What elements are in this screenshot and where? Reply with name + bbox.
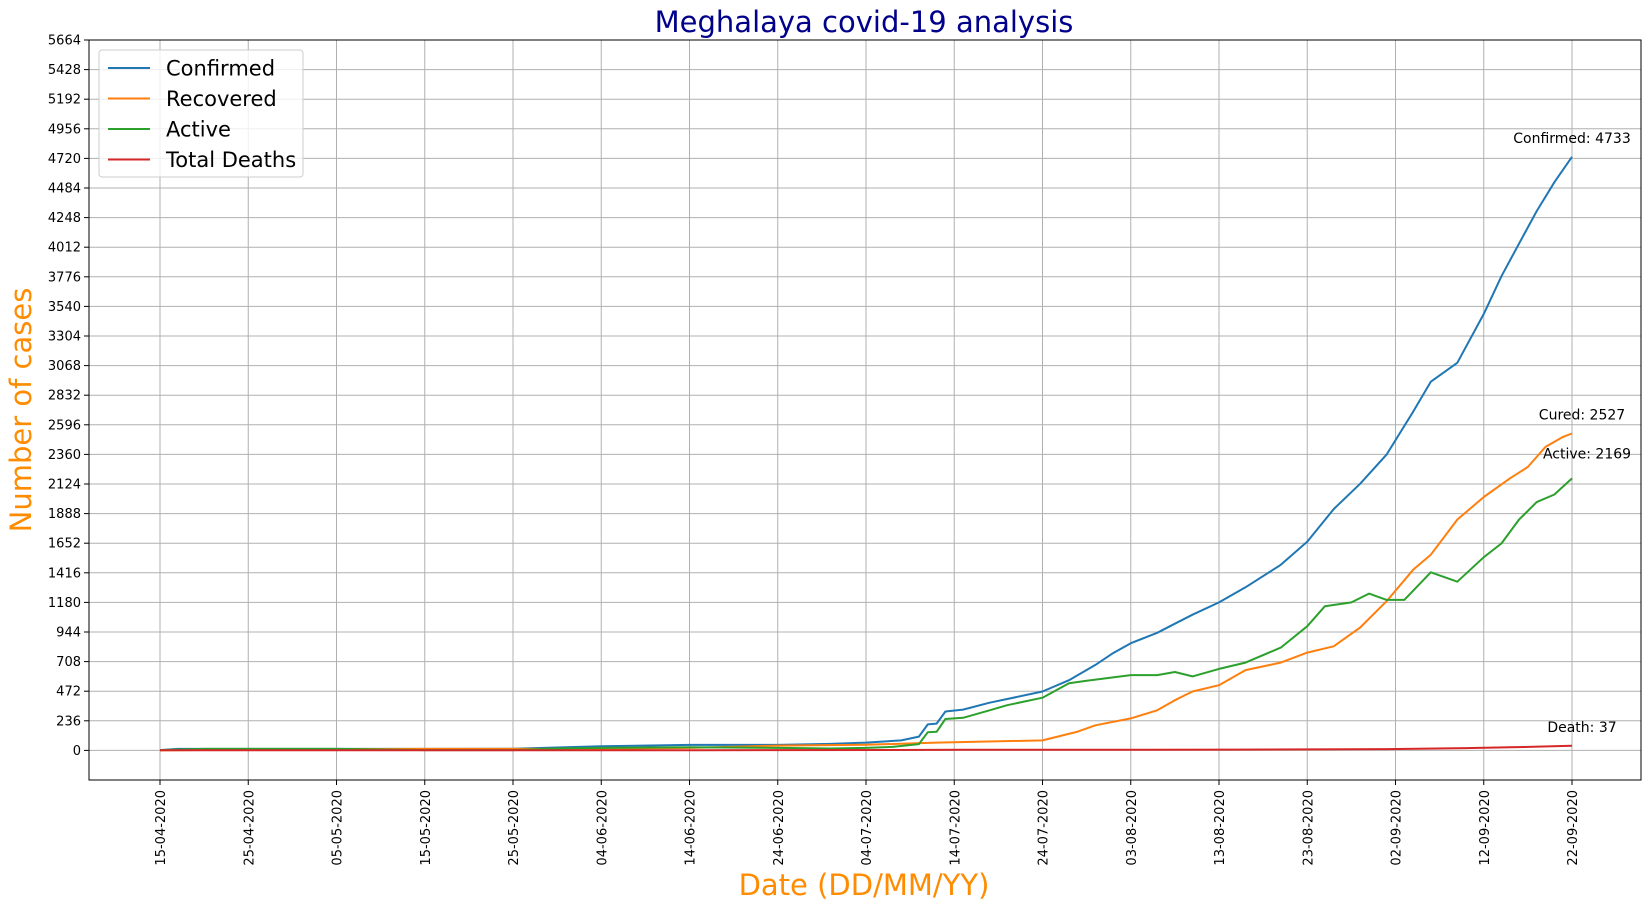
y-tick-label: 1652 [48,537,81,552]
x-axis-ticks: 15-04-2020 25-04-2020 05-05-2020 15-05-2020… [154,780,1581,866]
y-tick-label: 4484 [48,182,81,197]
y-tick-label: 472 [56,685,81,700]
series-line-confirmed [159,156,1573,752]
y-tick-label: 2832 [48,389,81,404]
chart-title: Meghalaya covid-19 analysis [655,5,1074,39]
x-tick-label: 02-09-2020 [1390,790,1405,866]
legend-label: Confirmed [166,57,275,81]
y-tick-label: 708 [56,655,81,670]
series-line-total-deaths [160,744,1573,752]
series-lines [159,156,1573,752]
y-tick-label: 3776 [48,270,81,285]
x-tick-label: 15-05-2020 [419,790,434,866]
y-tick-label: 2360 [48,448,81,463]
annotation-label: Death: 37 [1547,720,1616,736]
x-tick-label: 23-08-2020 [1301,790,1316,866]
annotation-label: Active: 2169 [1543,446,1631,462]
y-axis-ticks: 0 236 472 708 944 1180 1416 1652 1888 2124 2360 259… [48,34,89,759]
x-tick-label: 13-08-2020 [1213,790,1228,866]
y-tick-label: 3068 [48,359,81,374]
x-tick-label: 22-09-2020 [1566,790,1581,866]
y-tick-label: 0 [73,744,81,759]
x-tick-label: 04-06-2020 [595,790,610,866]
plot-area-frame [88,39,1642,781]
legend: Confirmed Recovered Active Total Deaths [98,49,304,178]
x-tick-label: 12-09-2020 [1478,790,1493,866]
y-tick-label: 944 [56,626,81,641]
y-tick-label: 5664 [48,34,81,49]
y-tick-label: 5428 [48,63,81,78]
x-tick-label: 04-07-2020 [860,790,875,866]
x-axis-title: Date (DD/MM/YY) [739,868,990,902]
x-tick-label: 03-08-2020 [1125,790,1140,866]
x-tick-label: 14-07-2020 [948,790,963,866]
x-tick-label: 25-04-2020 [242,790,257,866]
y-tick-label: 1180 [48,596,81,611]
legend-label: Recovered [166,87,277,111]
annotation-label: Confirmed: 4733 [1513,131,1630,147]
annotations: Confirmed: 4733 Cured: 2527 Active: 2169 De… [1513,131,1631,736]
x-tick-label: 15-04-2020 [154,790,169,866]
y-tick-label: 3540 [48,300,81,315]
y-tick-label: 4720 [48,152,81,167]
x-tick-label: 25-05-2020 [507,790,522,866]
y-tick-label: 4012 [48,241,81,256]
y-tick-label: 5192 [48,93,81,108]
series-line-active [159,477,1573,752]
y-tick-label: 1416 [48,566,81,581]
y-tick-label: 236 [56,714,81,729]
y-tick-label: 4956 [48,122,81,137]
y-tick-label: 2124 [48,478,81,493]
legend-label: Active [166,118,231,142]
x-tick-label: 24-07-2020 [1037,790,1052,866]
x-tick-label: 14-06-2020 [684,790,699,866]
x-tick-label: 24-06-2020 [772,790,787,866]
y-tick-label: 4248 [48,211,81,226]
legend-box [98,49,304,178]
grid-lines [89,39,1641,780]
y-tick-label: 3304 [48,330,81,345]
x-tick-label: 05-05-2020 [331,790,346,866]
annotation-label: Cured: 2527 [1539,407,1625,423]
legend-label: Total Deaths [165,148,296,172]
y-tick-label: 2596 [48,418,81,433]
y-tick-label: 1888 [48,507,81,522]
y-axis-title: Number of cases [4,288,38,533]
